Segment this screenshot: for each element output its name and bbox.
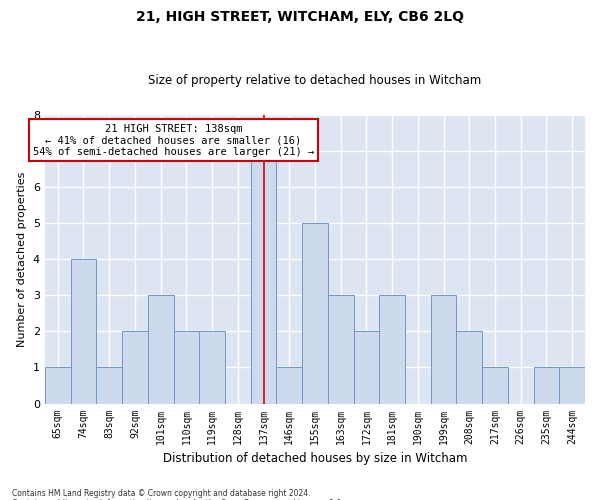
- Bar: [122, 332, 148, 404]
- Bar: [533, 368, 559, 404]
- Bar: [457, 332, 482, 404]
- X-axis label: Distribution of detached houses by size in Witcham: Distribution of detached houses by size …: [163, 452, 467, 465]
- Bar: [45, 368, 71, 404]
- Text: Contains public sector information licensed under the Open Government Licence v3: Contains public sector information licen…: [12, 498, 344, 500]
- Bar: [559, 368, 585, 404]
- Text: Contains HM Land Registry data © Crown copyright and database right 2024.: Contains HM Land Registry data © Crown c…: [12, 488, 311, 498]
- Bar: [302, 223, 328, 404]
- Bar: [97, 368, 122, 404]
- Bar: [353, 332, 379, 404]
- Bar: [379, 295, 405, 404]
- Bar: [482, 368, 508, 404]
- Bar: [71, 259, 97, 404]
- Bar: [173, 332, 199, 404]
- Bar: [431, 295, 457, 404]
- Bar: [277, 368, 302, 404]
- Bar: [148, 295, 173, 404]
- Text: 21, HIGH STREET, WITCHAM, ELY, CB6 2LQ: 21, HIGH STREET, WITCHAM, ELY, CB6 2LQ: [136, 10, 464, 24]
- Title: Size of property relative to detached houses in Witcham: Size of property relative to detached ho…: [148, 74, 482, 87]
- Bar: [199, 332, 225, 404]
- Text: 21 HIGH STREET: 138sqm
← 41% of detached houses are smaller (16)
54% of semi-det: 21 HIGH STREET: 138sqm ← 41% of detached…: [33, 124, 314, 157]
- Bar: [328, 295, 353, 404]
- Bar: [251, 150, 277, 404]
- Y-axis label: Number of detached properties: Number of detached properties: [17, 172, 28, 346]
